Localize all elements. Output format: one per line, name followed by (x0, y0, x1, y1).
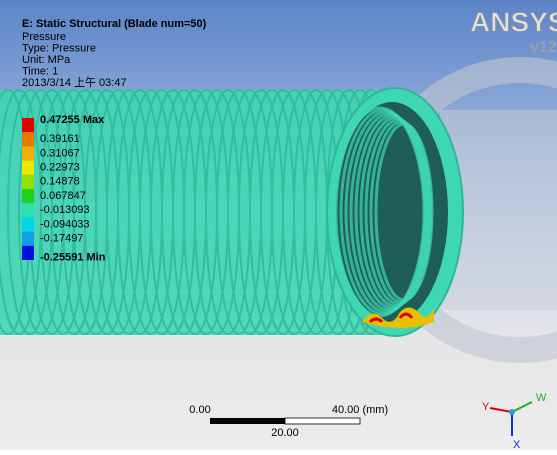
header-title: E: Static Structural (Blade num=50) (22, 18, 207, 30)
scale-middle: 20.00 (271, 427, 299, 439)
legend-swatch (22, 203, 34, 217)
legend-label: -0.25591 Min (40, 252, 106, 264)
legend-label: 0.31067 (40, 147, 80, 159)
legend-label: -0.094033 (40, 218, 90, 230)
legend-label: -0.17497 (40, 233, 83, 245)
legend-swatch (22, 132, 34, 146)
legend-swatch (22, 232, 34, 246)
legend-swatch (22, 246, 34, 260)
legend-swatch (22, 118, 34, 132)
legend-label: 0.14878 (40, 176, 80, 188)
scale-left: 0.00 (189, 404, 210, 416)
triad-z: W (536, 392, 547, 404)
header-line: Pressure (22, 31, 66, 43)
scale-right: 40.00 (mm) (332, 404, 388, 416)
legend-swatch (22, 175, 34, 189)
viewport: E: Static Structural (Blade num=50) Pres… (0, 0, 557, 450)
legend-swatch (22, 161, 34, 175)
legend-swatch (22, 189, 34, 203)
legend-label: 0.22973 (40, 162, 80, 174)
header-line: Time: 1 (22, 65, 58, 77)
legend-swatch (22, 217, 34, 231)
legend-swatch (22, 146, 34, 160)
legend-label: 0.067847 (40, 190, 86, 202)
logo-version: v12 (530, 39, 557, 56)
scale-bar-dark (210, 418, 285, 424)
triad-x: X (513, 439, 521, 450)
legend-label: -0.013093 (40, 204, 90, 216)
legend-label: 0.47255 Max (40, 114, 105, 126)
header-line: Type: Pressure (22, 42, 96, 54)
legend-label: 0.39161 (40, 133, 80, 145)
header-line: 2013/3/14 上午 03:47 (22, 76, 127, 89)
header-line: Unit: MPa (22, 54, 71, 66)
scale-bar-light (285, 418, 360, 424)
logo-name: ANSYS (470, 6, 557, 37)
triad-y: Y (482, 401, 490, 413)
